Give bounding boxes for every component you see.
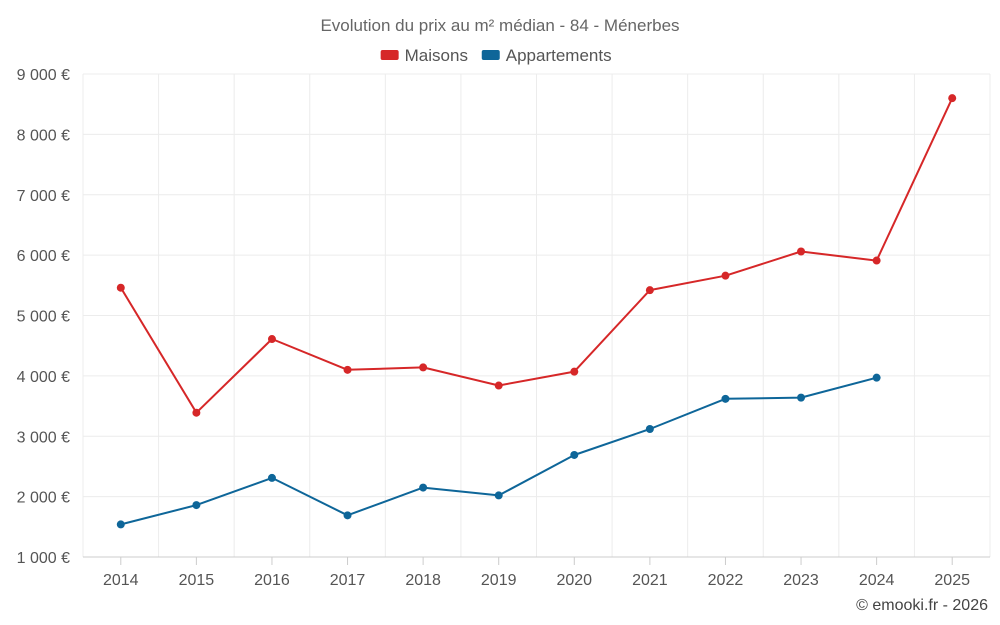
- x-tick-label: 2015: [179, 572, 215, 589]
- data-point[interactable]: [192, 408, 201, 417]
- data-point[interactable]: [645, 286, 654, 295]
- x-tick-label: 2024: [859, 572, 895, 589]
- x-tick-label: 2014: [103, 572, 139, 589]
- data-point[interactable]: [116, 520, 125, 529]
- data-point[interactable]: [570, 450, 579, 459]
- x-tick-label: 2017: [330, 572, 366, 589]
- legend-label: Appartements: [506, 46, 612, 65]
- series-appartements: [116, 373, 881, 529]
- legend-label: Maisons: [405, 46, 468, 65]
- legend: Maisons Appartements: [380, 46, 612, 65]
- series-maisons: [116, 94, 957, 417]
- x-tick-label: 2018: [405, 572, 441, 589]
- y-tick-label: 2 000 €: [17, 490, 70, 507]
- x-tick-label: 2023: [783, 572, 819, 589]
- data-point[interactable]: [267, 335, 276, 344]
- x-tick-label: 2022: [708, 572, 744, 589]
- legend-swatch: [481, 50, 500, 60]
- data-point[interactable]: [343, 365, 352, 374]
- data-point[interactable]: [267, 473, 276, 482]
- data-point[interactable]: [797, 393, 806, 402]
- y-tick-label: 4 000 €: [17, 369, 70, 386]
- data-point[interactable]: [872, 256, 881, 265]
- grid: [82, 73, 991, 557]
- y-tick-label: 5 000 €: [17, 309, 70, 326]
- y-axis: 1 000 € 2 000 € 3 000 € 4 000 € 5 000 € 6 000…: [17, 67, 70, 567]
- x-tick-label: 2020: [556, 572, 592, 589]
- series-line: [119, 97, 954, 414]
- data-point[interactable]: [419, 483, 428, 492]
- legend-item-appartements[interactable]: Appartements: [481, 46, 612, 65]
- credit-text: © emooki.fr - 2026: [856, 597, 988, 614]
- x-axis: 2014 2015 2016 2017 2018 2019 2020 2021 2022 2023…: [83, 556, 990, 589]
- x-tick-label: 2016: [254, 572, 290, 589]
- y-tick-label: 6 000 €: [17, 248, 70, 265]
- data-point[interactable]: [343, 511, 352, 520]
- x-tick-label: 2025: [934, 572, 970, 589]
- y-tick-label: 1 000 €: [17, 550, 70, 567]
- series: [116, 94, 957, 529]
- data-point[interactable]: [721, 271, 730, 280]
- data-point[interactable]: [419, 363, 428, 372]
- legend-swatch: [380, 50, 399, 60]
- data-point[interactable]: [721, 394, 730, 403]
- y-tick-label: 8 000 €: [17, 127, 70, 144]
- data-point[interactable]: [116, 283, 125, 292]
- chart-title: Evolution du prix au m² médian - 84 - Mé…: [320, 16, 679, 35]
- data-point[interactable]: [872, 373, 881, 382]
- y-tick-label: 3 000 €: [17, 429, 70, 446]
- data-point[interactable]: [948, 94, 957, 103]
- data-point[interactable]: [570, 367, 579, 376]
- legend-item-maisons[interactable]: Maisons: [380, 46, 468, 65]
- data-point[interactable]: [494, 491, 503, 500]
- x-tick-label: 2021: [632, 572, 668, 589]
- data-point[interactable]: [797, 247, 806, 256]
- data-point[interactable]: [645, 425, 654, 434]
- x-tick-label: 2019: [481, 572, 517, 589]
- data-point[interactable]: [192, 501, 201, 510]
- y-tick-label: 7 000 €: [17, 188, 70, 205]
- data-point[interactable]: [494, 381, 503, 390]
- y-tick-label: 9 000 €: [17, 67, 70, 84]
